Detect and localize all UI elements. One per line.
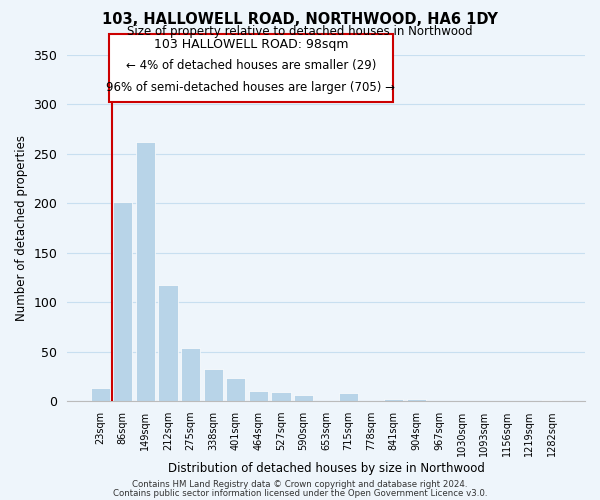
Text: 103 HALLOWELL ROAD: 98sqm: 103 HALLOWELL ROAD: 98sqm	[154, 38, 348, 51]
Bar	[226, 378, 245, 401]
Bar	[271, 392, 290, 401]
Bar	[113, 202, 133, 401]
Bar	[203, 368, 223, 401]
Bar	[339, 394, 358, 401]
Y-axis label: Number of detached properties: Number of detached properties	[15, 135, 28, 321]
Text: 96% of semi-detached houses are larger (705) →: 96% of semi-detached houses are larger (…	[106, 81, 395, 94]
Bar	[407, 399, 426, 401]
Bar	[249, 392, 268, 401]
Text: ← 4% of detached houses are smaller (29): ← 4% of detached houses are smaller (29)	[126, 59, 376, 72]
Bar	[542, 400, 562, 401]
Text: Contains public sector information licensed under the Open Government Licence v3: Contains public sector information licen…	[113, 488, 487, 498]
Bar	[181, 348, 200, 401]
Bar	[294, 396, 313, 401]
Text: Contains HM Land Registry data © Crown copyright and database right 2024.: Contains HM Land Registry data © Crown c…	[132, 480, 468, 489]
Text: Size of property relative to detached houses in Northwood: Size of property relative to detached ho…	[127, 25, 473, 38]
Bar	[136, 142, 155, 401]
Bar	[384, 399, 403, 401]
Bar	[158, 286, 178, 401]
Bar	[91, 388, 110, 401]
Text: 103, HALLOWELL ROAD, NORTHWOOD, HA6 1DY: 103, HALLOWELL ROAD, NORTHWOOD, HA6 1DY	[102, 12, 498, 28]
FancyBboxPatch shape	[109, 34, 394, 102]
X-axis label: Distribution of detached houses by size in Northwood: Distribution of detached houses by size …	[167, 462, 485, 475]
